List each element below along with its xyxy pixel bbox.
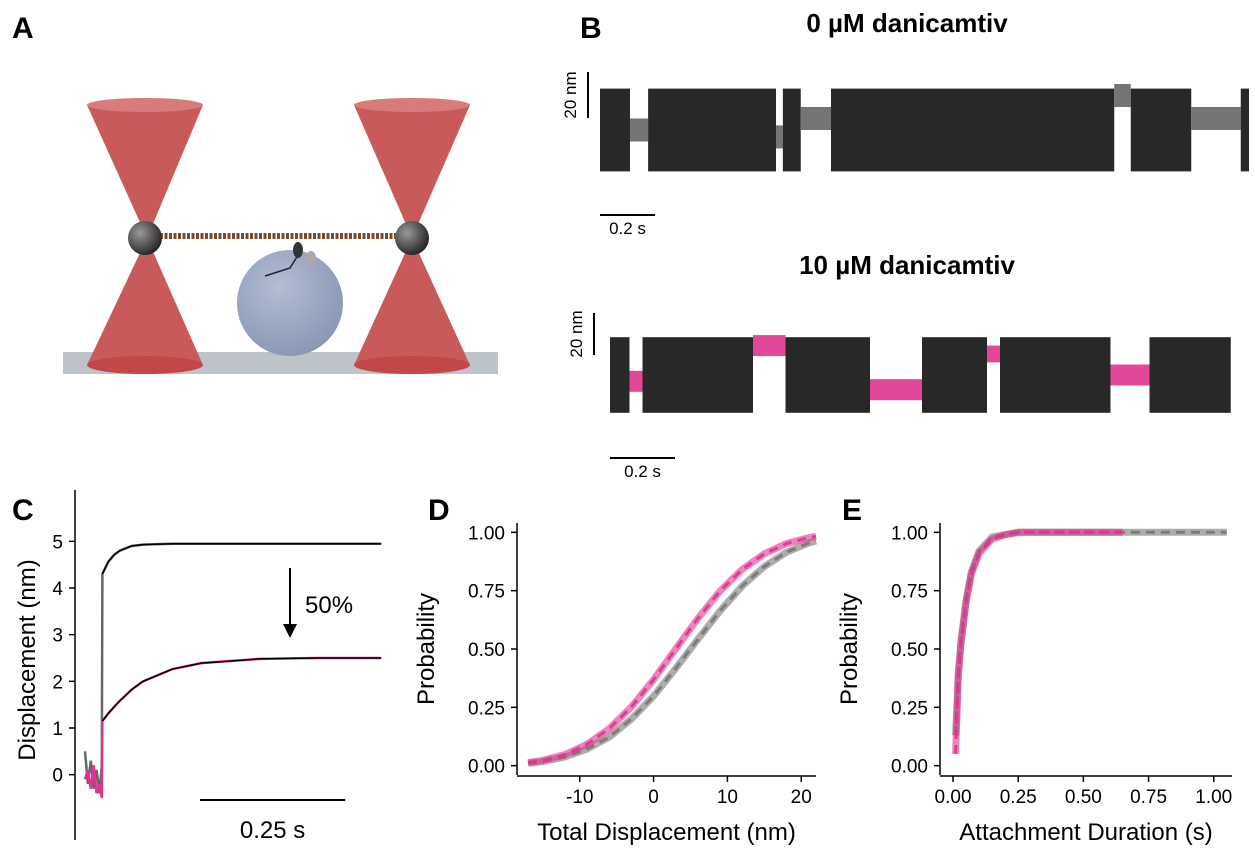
cone-top	[87, 98, 203, 112]
scale-bar-label: 0.2 s	[609, 219, 646, 238]
cone-bottom	[354, 356, 470, 374]
myosin-head	[293, 242, 303, 258]
series-line	[83, 656, 382, 799]
trace-title: 0 µM danicamtiv	[806, 8, 1008, 38]
x-tick-label: 0.25	[1000, 787, 1037, 808]
series-line	[527, 532, 817, 767]
cone-top	[354, 98, 470, 112]
series-line	[952, 528, 1123, 755]
laser-cone	[87, 105, 203, 238]
trace-segment	[1191, 107, 1241, 130]
y-tick-label: 1.00	[468, 523, 505, 544]
x-tick-label: 0.75	[1130, 787, 1167, 808]
y-tick-label: 1.00	[891, 523, 928, 544]
x-tick-label: 20	[791, 787, 812, 808]
x-axis-title: Attachment Duration (s)	[959, 819, 1212, 846]
y-tick-label: 0.25	[891, 698, 928, 719]
scale-bar-label: 0.25 s	[240, 817, 305, 844]
trace-segment	[1240, 88, 1249, 172]
trace-segment	[782, 88, 801, 172]
series-line	[101, 657, 382, 722]
trace-segment	[1000, 337, 1111, 413]
x-tick-label: 0	[648, 787, 659, 808]
trace-title: 10 µM danicamtiv	[799, 250, 1015, 280]
trace-segment	[642, 337, 753, 413]
trace-segment	[1149, 337, 1231, 413]
x-tick-label: 0.00	[935, 787, 972, 808]
trace-segment	[629, 370, 643, 392]
trace-segment	[776, 125, 783, 149]
laser-cone	[354, 105, 470, 238]
series-line	[101, 542, 382, 575]
series-line	[83, 542, 382, 794]
panel-label: E	[842, 494, 862, 527]
pedestal-bead	[237, 250, 343, 356]
y-tick-label: 0.75	[468, 582, 505, 603]
arrow-head	[283, 624, 297, 638]
y-tick-label: 0.00	[468, 757, 505, 778]
trap-bead	[128, 221, 162, 255]
scale-bar-label: 0.2 s	[624, 462, 661, 481]
y-tick-label: 2	[52, 672, 63, 693]
x-axis-title: Total Displacement (nm)	[537, 819, 796, 846]
scale-bar-label: 20 nm	[561, 71, 580, 118]
y-axis-title: Probability	[413, 593, 440, 705]
y-tick-label: 3	[52, 626, 63, 647]
trace-segment	[1114, 84, 1131, 107]
annotation: 50%	[305, 592, 353, 619]
trace-segment	[922, 337, 987, 413]
x-tick-label: 0.50	[1065, 787, 1102, 808]
y-tick-label: 0.00	[891, 757, 928, 778]
trace-segment	[1130, 88, 1192, 172]
y-tick-label: 0.75	[891, 582, 928, 603]
x-tick-label: 10	[717, 787, 738, 808]
panel-label: B	[580, 12, 602, 45]
panel-label: C	[12, 494, 34, 527]
y-tick-label: 1	[52, 719, 63, 740]
laser-cone	[354, 238, 470, 365]
trap-bead	[395, 221, 429, 255]
trace-segment	[870, 379, 922, 401]
y-tick-label: 0.25	[468, 698, 505, 719]
panel-label: A	[12, 12, 34, 45]
myosin-head	[306, 251, 316, 265]
cone-bottom	[87, 356, 203, 374]
trace-segment	[753, 335, 786, 357]
trace-segment	[648, 88, 776, 172]
y-tick-label: 0	[52, 766, 63, 787]
series-line	[954, 530, 1227, 736]
series-line	[954, 530, 1123, 755]
y-tick-label: 0.50	[891, 640, 928, 661]
y-tick-label: 0.50	[468, 640, 505, 661]
trace-segment	[831, 88, 1115, 172]
trace-segment	[610, 337, 630, 413]
series-line	[952, 528, 1227, 736]
trace-segment	[629, 118, 649, 142]
y-tick-label: 5	[52, 532, 63, 553]
diagram	[63, 98, 498, 374]
scale-bar-label: 20 nm	[567, 310, 586, 357]
series-line	[527, 534, 817, 765]
x-tick-label: -10	[566, 787, 593, 808]
y-axis-title: Probability	[836, 593, 863, 705]
x-tick-label: 1.00	[1195, 787, 1232, 808]
trace-segment	[1110, 364, 1150, 386]
trace-segment	[785, 337, 870, 413]
laser-cone	[87, 238, 203, 365]
panel-label: D	[428, 494, 450, 527]
trace-segment	[987, 345, 1000, 363]
y-tick-label: 4	[52, 579, 63, 600]
trace-segment	[600, 88, 630, 172]
y-axis-title: Displacement (nm)	[14, 559, 41, 760]
trace-segment	[800, 107, 831, 130]
